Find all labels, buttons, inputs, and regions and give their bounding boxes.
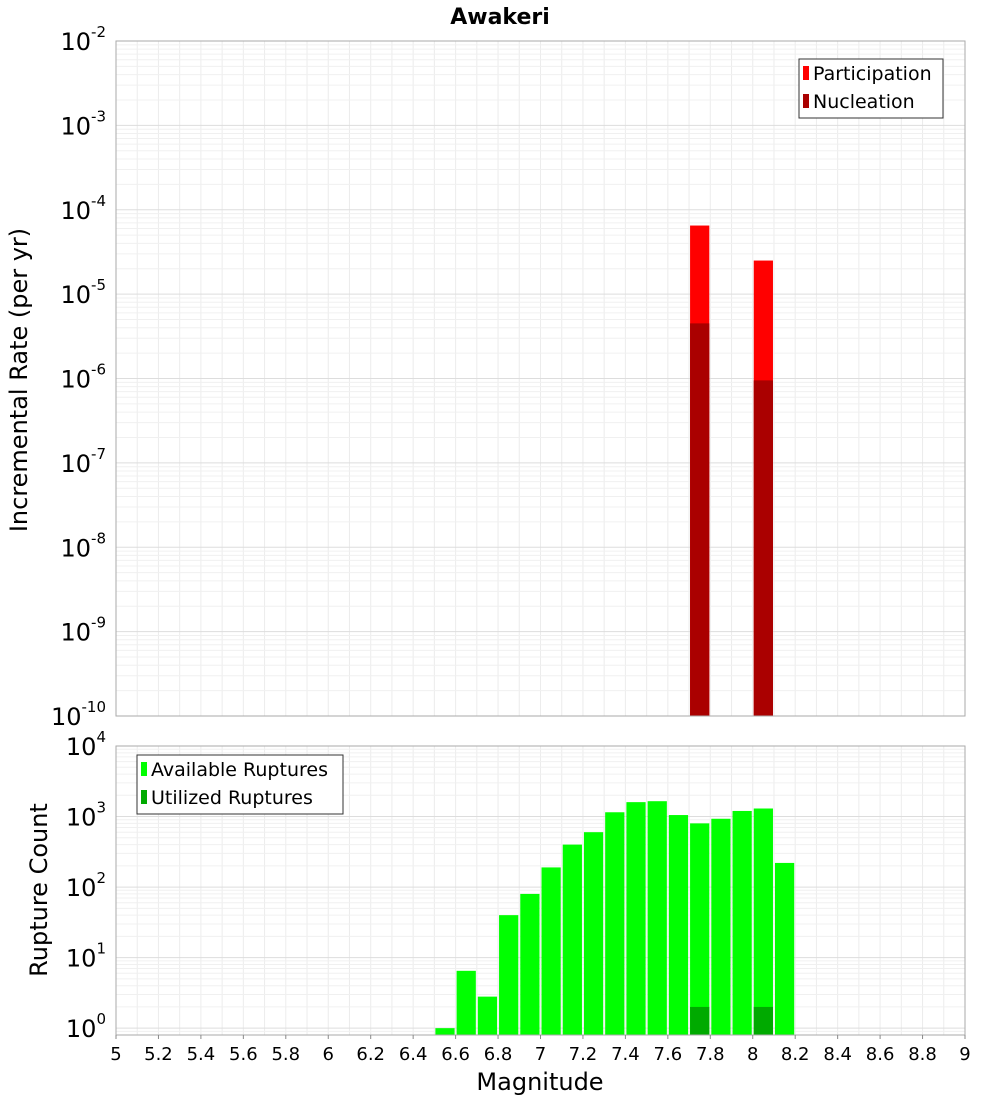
x-tick-label: 7.6 <box>654 1044 683 1065</box>
bottom-bar-utilized-ruptures <box>753 1006 773 1035</box>
bottom-y-tick-label: 104 <box>66 728 106 761</box>
chart-title: Awakeri <box>450 5 550 30</box>
bottom-y-tick-label: 101 <box>66 940 106 973</box>
bottom-bar-available-ruptures <box>477 996 498 1035</box>
top-y-tick-label: 10-7 <box>60 445 106 478</box>
x-tick-label: 6.6 <box>441 1044 470 1065</box>
x-tick-label: 7 <box>535 1044 546 1065</box>
participation-nucleation-plot: 10-10 10-9 10-8 10-7 10-6 10-5 10-4 10-3 10-2 Par… <box>51 23 966 731</box>
bottom-legend-box <box>136 754 344 815</box>
x-tick-label: 7.8 <box>696 1044 725 1065</box>
bottom-y-axis-title: Rupture Count <box>25 803 53 977</box>
bottom-bar-available-ruptures <box>541 867 561 1035</box>
bottom-bar-available-ruptures <box>562 844 582 1035</box>
x-tick-label: 6 <box>323 1044 334 1065</box>
bottom-bar-available-ruptures <box>647 801 667 1035</box>
x-tick-label: 8.2 <box>781 1044 810 1065</box>
bottom-bar-available-ruptures <box>711 818 731 1035</box>
bottom-bar-available-ruptures <box>605 812 625 1035</box>
x-tick-label: 5.4 <box>187 1044 216 1065</box>
bottom-legend-label: Utilized Ruptures <box>151 787 313 809</box>
top-y-tick-label: 10-10 <box>51 698 106 731</box>
bottom-bar-available-ruptures <box>774 862 795 1035</box>
top-plot-frame <box>115 40 966 717</box>
x-tick-label: 9 <box>959 1044 970 1065</box>
bottom-bar-utilized-ruptures <box>690 1006 710 1035</box>
top-y-axis-title: Incremental Rate (per yr) <box>5 228 33 532</box>
bottom-legend-swatch <box>141 762 147 776</box>
x-tick-label: 8 <box>747 1044 758 1065</box>
x-tick-label: 6.8 <box>484 1044 513 1065</box>
top-legend-swatch <box>803 66 809 80</box>
x-tick-label: 6.2 <box>356 1044 385 1065</box>
bottom-bar-available-ruptures <box>583 832 604 1035</box>
bottom-bar-available-ruptures <box>626 802 646 1035</box>
top-legend-label: Nucleation <box>813 91 915 113</box>
bottom-y-tick-label: 100 <box>66 1010 106 1043</box>
x-tick-label: 7.4 <box>611 1044 640 1065</box>
bottom-legend-label: Available Ruptures <box>151 759 328 781</box>
top-y-tick-label: 10-5 <box>60 276 106 309</box>
bottom-bar-available-ruptures <box>435 1028 455 1035</box>
bottom-bar-available-ruptures <box>499 915 519 1035</box>
top-bar-nucleation <box>690 323 710 716</box>
top-y-tick-label: 10-9 <box>60 614 106 647</box>
top-y-tick-label: 10-2 <box>60 23 106 56</box>
bottom-bar-available-ruptures <box>690 823 710 1035</box>
top-y-tick-label: 10-8 <box>60 529 106 562</box>
x-tick-label: 6.4 <box>399 1044 428 1065</box>
rupture-count-plot: 100 101 102 103 104 5 5.2 5.4 5.6 5.8 6 6.2 6.4 6.6 6.… <box>66 728 971 1065</box>
x-tick-label: 5.8 <box>271 1044 300 1065</box>
bottom-y-tick-label: 103 <box>66 799 106 832</box>
x-axis-title: Magnitude <box>476 1068 603 1096</box>
x-tick-label: 5.2 <box>144 1044 173 1065</box>
bottom-bar-available-ruptures <box>456 970 476 1035</box>
x-tick-label: 8.8 <box>908 1044 937 1065</box>
x-tick-label: 8.4 <box>823 1044 852 1065</box>
bottom-bar-available-ruptures <box>753 808 773 1035</box>
top-legend-label: Participation <box>813 63 932 85</box>
x-tick-label: 5 <box>110 1044 121 1065</box>
bottom-y-tick-label: 102 <box>66 869 106 902</box>
x-tick-label: 7.2 <box>569 1044 598 1065</box>
top-y-tick-label: 10-3 <box>60 107 106 140</box>
x-tick-label: 5.6 <box>229 1044 258 1065</box>
bottom-legend-swatch <box>141 790 147 804</box>
bottom-bar-available-ruptures <box>668 815 689 1035</box>
x-tick-label: 8.6 <box>866 1044 895 1065</box>
bottom-bar-available-ruptures <box>732 810 752 1035</box>
top-bar-nucleation <box>753 380 773 716</box>
top-y-tick-label: 10-6 <box>60 361 106 394</box>
top-legend-swatch <box>803 94 809 108</box>
top-y-tick-label: 10-4 <box>60 192 106 225</box>
top-legend-box <box>798 58 944 119</box>
bottom-bar-available-ruptures <box>520 893 540 1035</box>
